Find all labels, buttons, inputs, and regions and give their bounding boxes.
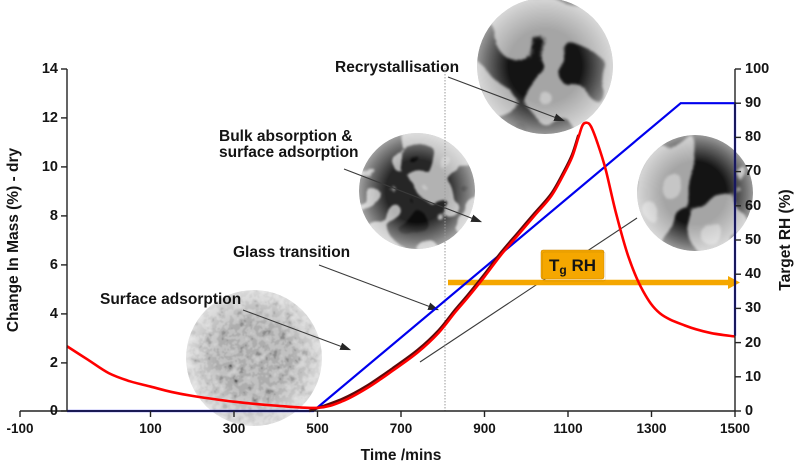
svg-text:300: 300 [223, 421, 246, 436]
svg-text:1500: 1500 [720, 421, 750, 436]
svg-text:Glass transition: Glass transition [233, 244, 350, 261]
svg-text:10: 10 [42, 159, 58, 175]
svg-text:12: 12 [42, 110, 58, 126]
svg-text:4: 4 [50, 306, 58, 322]
svg-text:1300: 1300 [636, 421, 666, 436]
svg-text:Time /mins: Time /mins [361, 447, 442, 464]
svg-text:60: 60 [745, 198, 761, 214]
svg-text:80: 80 [745, 129, 761, 145]
svg-text:900: 900 [473, 421, 496, 436]
svg-text:surface adsorption: surface adsorption [219, 144, 359, 161]
svg-text:Bulk absorption &: Bulk absorption & [219, 128, 352, 145]
svg-text:0: 0 [50, 403, 58, 419]
svg-text:50: 50 [745, 232, 761, 248]
svg-text:Recrystallisation: Recrystallisation [335, 59, 459, 76]
svg-text:8: 8 [50, 208, 58, 224]
svg-text:20: 20 [745, 335, 761, 351]
svg-text:14: 14 [42, 61, 58, 77]
svg-text:40: 40 [745, 266, 761, 282]
svg-text:70: 70 [745, 163, 761, 179]
svg-text:Target RH (%): Target RH (%) [777, 189, 794, 290]
svg-text:1100: 1100 [553, 421, 582, 436]
svg-text:6: 6 [50, 257, 58, 273]
svg-text:500: 500 [306, 421, 329, 436]
svg-text:100: 100 [139, 421, 162, 436]
svg-text:30: 30 [745, 300, 761, 316]
svg-text:90: 90 [745, 95, 761, 111]
svg-text:10: 10 [745, 369, 761, 385]
svg-text:0: 0 [745, 403, 753, 419]
svg-text:Tg RH: Tg RH [549, 256, 596, 277]
svg-text:100: 100 [745, 61, 769, 77]
svg-text:2: 2 [50, 355, 58, 371]
svg-text:-100: -100 [6, 421, 33, 436]
svg-text:Surface adsorption: Surface adsorption [100, 291, 241, 308]
svg-text:Change In Mass (%) - dry: Change In Mass (%) - dry [5, 147, 22, 332]
svg-text:700: 700 [390, 421, 413, 436]
